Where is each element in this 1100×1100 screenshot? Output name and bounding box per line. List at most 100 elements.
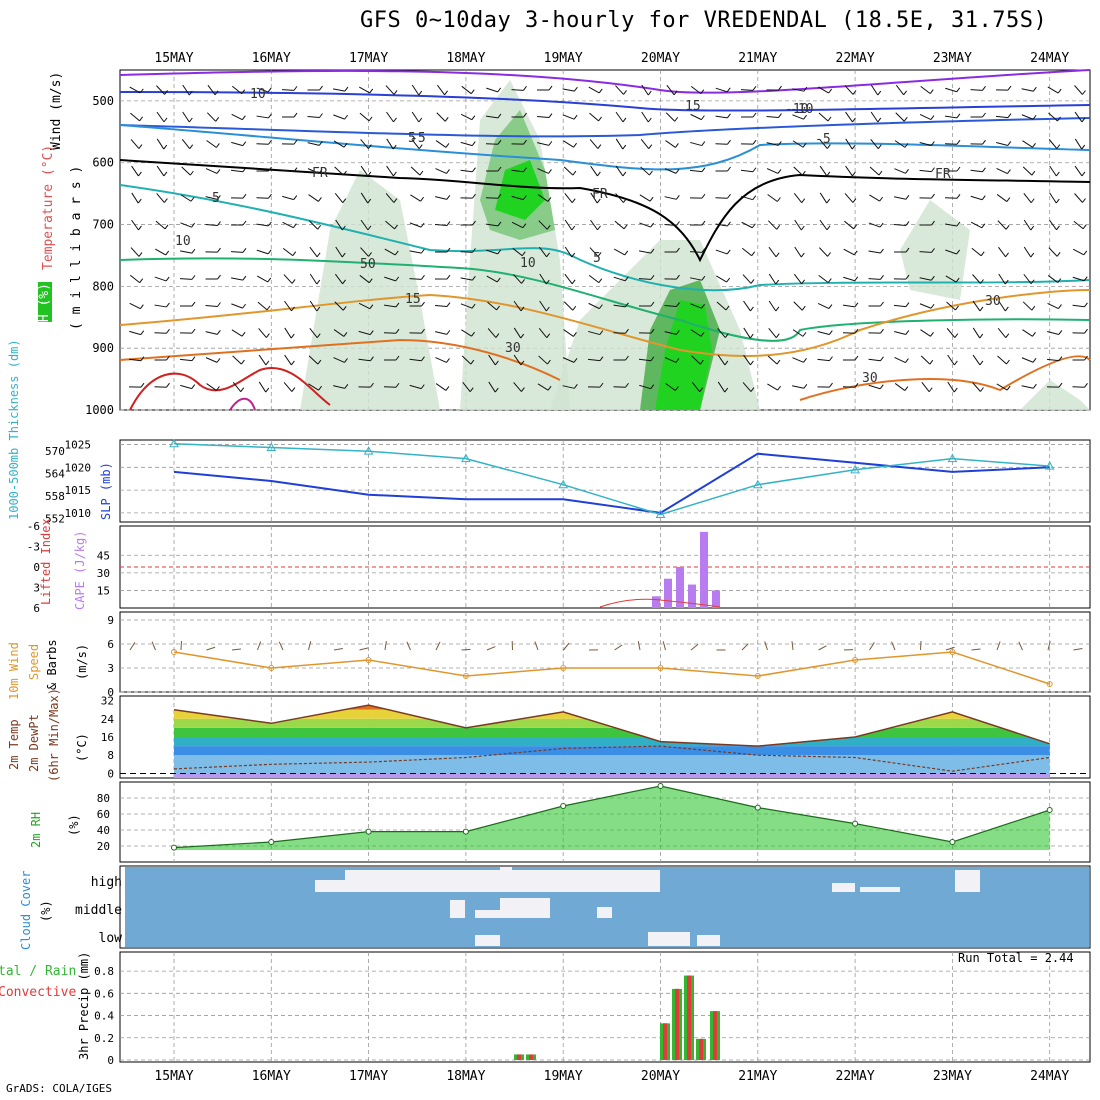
wind-barb-feather (854, 328, 859, 334)
wind-barb (741, 247, 753, 257)
wind-barb-feather (420, 248, 425, 254)
wind-barb (206, 140, 217, 148)
cape-bar (700, 531, 708, 608)
label-wind-unit: (m/s) (75, 644, 89, 680)
wind-barb-feather (523, 86, 527, 91)
wind-barb (844, 85, 854, 95)
upper-ytick: 700 (92, 218, 114, 232)
wind-barb-feather (1004, 279, 1009, 285)
wind-barb (436, 112, 446, 122)
wind-barb-feather (878, 170, 883, 176)
rh-point (268, 839, 275, 845)
wind10m-barb (461, 648, 471, 651)
wind-barb-feather (903, 90, 908, 96)
wind-barb (1072, 386, 1085, 388)
wind-barb-feather (268, 166, 272, 172)
wind-barb-feather (826, 225, 831, 231)
wind-barb (333, 140, 345, 148)
wind-barb (995, 115, 1009, 119)
temp-band (174, 705, 1050, 710)
wind-barb-feather (954, 333, 959, 338)
wind-barb (1048, 139, 1058, 149)
wind-barb-feather (724, 333, 729, 338)
wind-barb (768, 328, 777, 338)
wind-barb-feather (980, 387, 984, 392)
wind-barb-feather (216, 195, 221, 200)
rh-shade (1020, 380, 1090, 410)
wind-barb-feather (344, 114, 349, 120)
wind-barb (717, 381, 726, 393)
wind-barb (282, 195, 294, 201)
date-label-top: 18MAY (446, 51, 485, 66)
rh-legend-swatch (38, 282, 52, 322)
wind-barb (1022, 329, 1033, 337)
wind-barb (335, 246, 343, 258)
wind-barb-feather (854, 355, 859, 361)
wind-barb (1072, 276, 1085, 282)
wind-barb-feather (905, 358, 909, 363)
wind-barb (1021, 114, 1034, 120)
wind-barb (460, 113, 473, 121)
wind-barb-feather (316, 279, 321, 285)
wind-barb (156, 85, 165, 95)
wind-speed-point (268, 665, 275, 671)
wind-barb-feather (800, 252, 805, 258)
wind-barb-feather (445, 143, 450, 148)
wind-barb (817, 358, 830, 362)
wind-barb (944, 223, 958, 227)
label-minmax: (6hr Min/Max) (47, 688, 61, 782)
wind-barb (792, 140, 804, 148)
wind-barb-feather (1058, 382, 1063, 388)
wind-barb (435, 196, 447, 200)
wind-barb (690, 141, 702, 147)
wind-barb (893, 304, 907, 308)
wind-barb (818, 86, 829, 94)
wind10m-barb (764, 641, 768, 651)
wind-barb (435, 357, 447, 363)
thickness-ytick: 564 (45, 468, 65, 481)
wind-barb (589, 112, 599, 122)
wind-barb (537, 383, 549, 391)
wind-barb (690, 329, 702, 337)
date-label-bottom: 16MAY (252, 1069, 291, 1084)
wind-barb-feather (625, 302, 629, 308)
wind-barb-feather (1007, 169, 1011, 174)
wind-barb-feather (1056, 144, 1061, 149)
wind-barb (1023, 246, 1032, 258)
wind-barb (894, 357, 906, 363)
wind-barb (615, 193, 624, 203)
wind-barb-feather (597, 225, 601, 231)
wind-barb-feather (625, 355, 629, 361)
wind-barb-feather (953, 387, 958, 393)
wind-barb-feather (1082, 90, 1086, 95)
wind-barb-feather (699, 387, 704, 393)
wind-barb (615, 111, 624, 123)
wind-barb-feather (242, 275, 247, 281)
wind-barb-feather (647, 117, 652, 123)
wind-barb-feather (982, 112, 986, 118)
wind-barb-feather (163, 144, 168, 150)
date-label-bottom: 17MAY (349, 1069, 388, 1084)
wind-barb-feather (342, 305, 347, 311)
panel-frame-pres (119, 439, 1091, 523)
cloud-block (450, 900, 465, 918)
wind-barb-feather (242, 167, 247, 173)
wind-barb-feather (852, 198, 857, 203)
wind-barb (614, 220, 625, 230)
wind-barb-feather (496, 277, 501, 283)
wind-barb (281, 169, 295, 173)
wind-barb (180, 384, 192, 390)
wind-barb (590, 219, 598, 231)
wind-barb-feather (1082, 198, 1086, 203)
wind-barb (766, 115, 779, 119)
wind-barb (843, 276, 855, 282)
wind-barb-feather (647, 90, 652, 96)
wind-barb-feather (520, 333, 525, 339)
wind-barb-feather (1083, 276, 1088, 282)
contour-label: 10 (250, 87, 266, 102)
wind-barb (690, 303, 702, 309)
wind-barb (232, 355, 242, 365)
wind-barb-feather (444, 116, 449, 122)
wind-barb-feather (342, 198, 347, 203)
